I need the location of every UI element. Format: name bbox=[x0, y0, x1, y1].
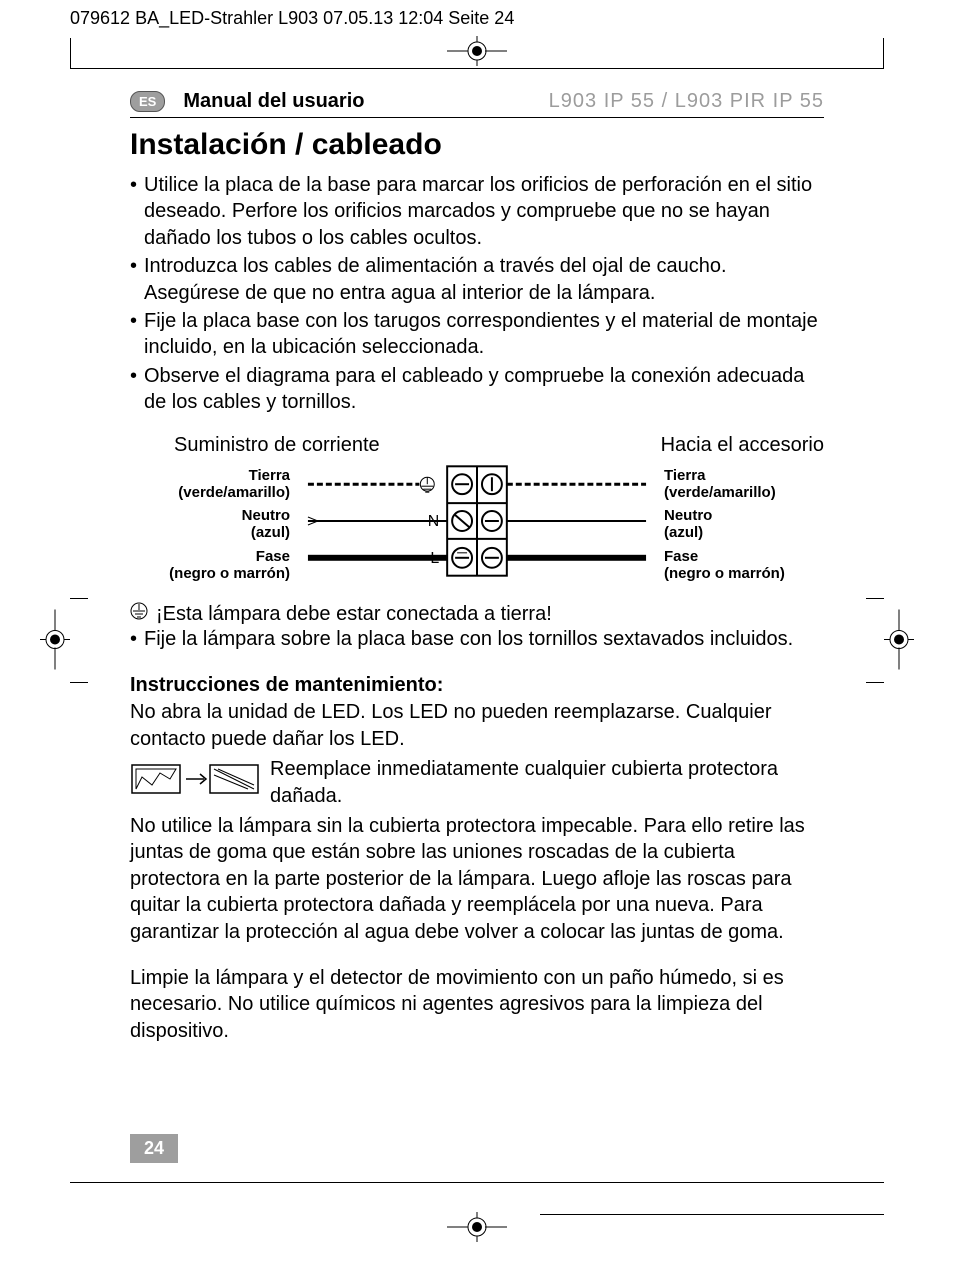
crop-line bbox=[883, 38, 884, 68]
maintenance-heading: Instrucciones de mantenimiento: bbox=[130, 674, 824, 697]
manual-title: Manual del usuario bbox=[183, 90, 364, 113]
ground-note: ¡Esta lámpara debe estar conectada a tie… bbox=[130, 602, 824, 626]
model-code: L903 IP 55 / L903 PIR IP 55 bbox=[549, 90, 824, 113]
maintenance-icon-text: Reemplace inmediatamente cualquier cubie… bbox=[270, 756, 824, 809]
page-header: ES Manual del usuario L903 IP 55 / L903 … bbox=[130, 90, 824, 118]
wiring-header-left: Suministro de corriente bbox=[174, 434, 380, 457]
bullet-list: •Utilice la placa de la base para marcar… bbox=[130, 172, 824, 416]
list-item-text: Observe el diagrama para el cableado y c… bbox=[144, 363, 824, 416]
registration-mark-icon bbox=[884, 609, 914, 674]
crop-line bbox=[70, 598, 88, 599]
maintenance-p1: No abra la unidad de LED. Los LED no pue… bbox=[130, 699, 824, 752]
crop-line bbox=[866, 598, 884, 599]
crop-line bbox=[70, 1182, 884, 1183]
wiring-labels-left: Tierra(verde/amarillo) Neutro(azul) Fase… bbox=[130, 461, 290, 589]
list-item-text: Introduzca los cables de alimentación a … bbox=[144, 253, 824, 306]
wiring-svg: N L bbox=[298, 461, 656, 581]
list-item: •Observe el diagrama para el cableado y … bbox=[130, 363, 824, 416]
print-header: 079612 BA_LED-Strahler L903 07.05.13 12:… bbox=[70, 8, 514, 29]
section-heading: Instalación / cableado bbox=[130, 128, 824, 162]
registration-mark-icon bbox=[447, 1212, 507, 1247]
registration-mark-icon bbox=[40, 609, 70, 674]
list-item-text: Utilice la placa de la base para marcar … bbox=[144, 172, 824, 251]
maintenance-body: No abra la unidad de LED. Los LED no pue… bbox=[130, 699, 824, 1044]
wiring-header-right: Hacia el accesorio bbox=[661, 434, 824, 457]
wiring-diagram: Suministro de corriente Hacia el accesor… bbox=[130, 434, 824, 589]
list-item-text: Fije la placa base con los tarugos corre… bbox=[144, 308, 824, 361]
ground-icon bbox=[130, 602, 148, 626]
crop-line bbox=[70, 38, 71, 68]
ground-note-text: ¡Esta lámpara debe estar conectada a tie… bbox=[156, 603, 552, 626]
list-item: •Fije la placa base con los tarugos corr… bbox=[130, 308, 824, 361]
language-badge: ES bbox=[130, 91, 165, 112]
crop-line bbox=[70, 682, 88, 683]
crop-line bbox=[540, 1214, 884, 1215]
list-item-text: Fije la lámpara sobre la placa base con … bbox=[144, 626, 824, 652]
list-item: •Introduzca los cables de alimentación a… bbox=[130, 253, 824, 306]
page-number: 24 bbox=[130, 1134, 178, 1163]
registration-mark-icon bbox=[447, 36, 507, 71]
list-item: •Fije la lámpara sobre la placa base con… bbox=[130, 626, 824, 652]
list-item: •Utilice la placa de la base para marcar… bbox=[130, 172, 824, 251]
wiring-labels-right: Tierra(verde/amarillo) Neutro(azul) Fase… bbox=[664, 461, 824, 589]
maintenance-p2: No utilice la lámpara sin la cubierta pr… bbox=[130, 813, 824, 945]
maintenance-p3: Limpie la lámpara y el detector de movim… bbox=[130, 965, 824, 1044]
crop-line bbox=[866, 682, 884, 683]
page-content: ES Manual del usuario L903 IP 55 / L903 … bbox=[130, 90, 824, 1163]
broken-glass-icon bbox=[130, 759, 270, 806]
